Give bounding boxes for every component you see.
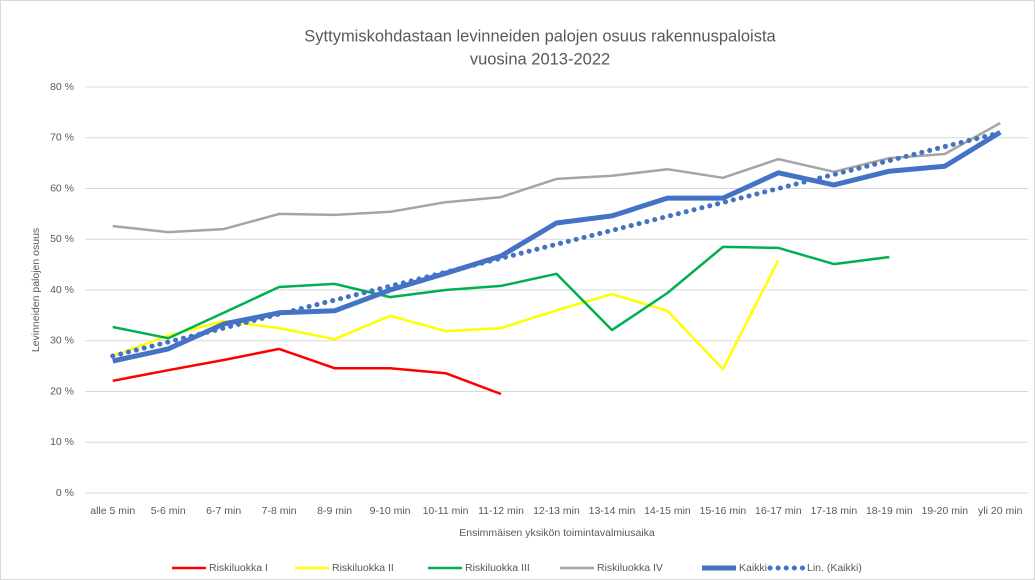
x-tick-label: 11-12 min [478,505,524,517]
chart-title: vuosina 2013-2022 [470,50,610,68]
y-tick-label: 80 % [50,81,74,93]
y-tick-label: 20 % [50,385,74,397]
y-tick-label: 70 % [50,132,74,144]
x-tick-label: 14-15 min [644,505,691,517]
y-tick-label: 30 % [50,335,74,347]
legend-label: Riskiluokka I [209,562,268,574]
y-tick-label: 40 % [50,284,74,296]
chart-title: Syttymiskohdastaan levinneiden palojen o… [304,27,776,45]
y-tick-label: 50 % [50,233,74,245]
x-tick-label: 8-9 min [317,505,352,517]
x-tick-label: alle 5 min [90,505,135,517]
x-tick-label: 18-19 min [866,505,913,517]
legend-label: Riskiluokka IV [597,562,663,574]
x-tick-label: 15-16 min [700,505,747,517]
x-tick-label: 17-18 min [811,505,858,517]
legend-label: Kaikki [739,562,767,574]
y-tick-label: 10 % [50,436,74,448]
x-tick-label: 9-10 min [370,505,411,517]
legend-label: Riskiluokka II [332,562,394,574]
x-tick-label: yli 20 min [978,505,1023,517]
legend-label: Lin. (Kaikki) [807,562,862,574]
x-tick-label: 12-13 min [533,505,580,517]
y-tick-label: 0 % [56,487,74,499]
series-line [112,121,1001,234]
x-tick-label: 5-6 min [151,505,186,517]
y-tick-label: 60 % [50,182,74,194]
x-tick-label: 19-20 min [921,505,968,517]
series-line [110,130,1003,359]
x-tick-label: 16-17 min [755,505,802,517]
x-tick-label: 13-14 min [589,505,636,517]
series-line [112,245,890,340]
series-line [112,259,780,371]
x-axis-label: Ensimmäisen yksikön toimintavalmiusaika [459,527,655,539]
series-line [112,347,502,396]
x-tick-label: 10-11 min [423,505,469,517]
y-axis-label: Levinneiden palojen osuus [30,228,42,352]
x-tick-label: 6-7 min [206,505,241,517]
legend-label: Riskiluokka III [465,562,530,574]
x-tick-label: 7-8 min [262,505,297,517]
